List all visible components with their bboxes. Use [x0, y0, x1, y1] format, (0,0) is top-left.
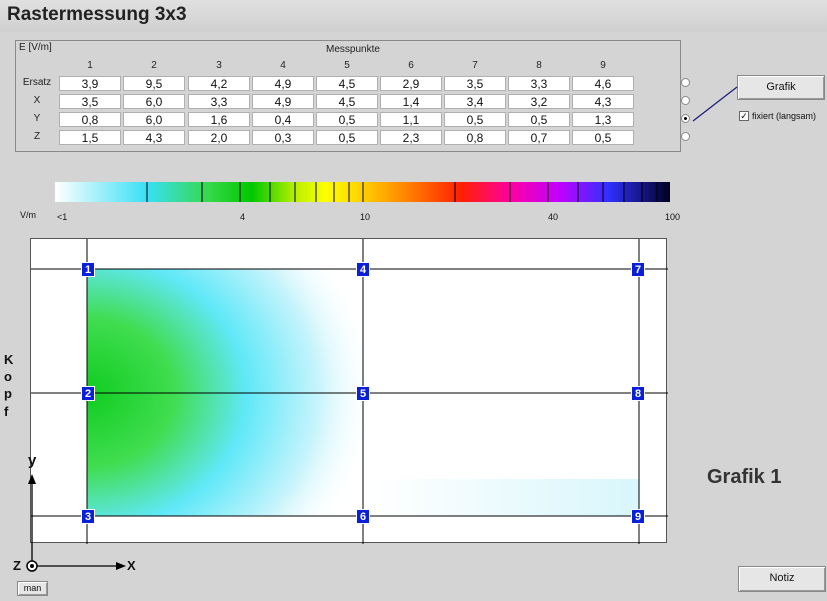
table-cell[interactable]: 6,0 — [123, 112, 185, 127]
column-header: 8 — [536, 60, 542, 71]
table-cell[interactable]: 0,4 — [252, 112, 314, 127]
marker-3: 3 — [81, 509, 95, 524]
table-cell[interactable]: 6,0 — [123, 94, 185, 109]
marker-4: 4 — [356, 262, 370, 277]
table-cell[interactable]: 1,6 — [188, 112, 250, 127]
scale-unit-label: V/m — [20, 210, 37, 220]
scale-label-min: <1 — [57, 212, 68, 222]
column-header: 7 — [472, 60, 478, 71]
table-cell[interactable]: 1,5 — [59, 130, 121, 145]
title-bar — [0, 0, 827, 32]
man-button[interactable]: man — [17, 581, 48, 596]
table-cell[interactable]: 4,5 — [316, 76, 378, 91]
grafik-label: Grafik 1 — [707, 466, 782, 488]
table-cell[interactable]: 4,2 — [188, 76, 250, 91]
scale-label-10: 10 — [360, 212, 371, 222]
axes-indicator — [26, 474, 126, 572]
table-cell[interactable]: 1,1 — [380, 112, 442, 127]
kopf-letter: f — [4, 404, 9, 419]
table-cell[interactable]: 2,3 — [380, 130, 442, 145]
table-cell[interactable]: 4,6 — [572, 76, 634, 91]
table-cell[interactable]: 9,5 — [123, 76, 185, 91]
table-cell[interactable]: 0,7 — [508, 130, 570, 145]
table-cell[interactable]: 1,4 — [380, 94, 442, 109]
marker-7: 7 — [631, 262, 645, 277]
table-cell[interactable]: 3,2 — [508, 94, 570, 109]
measurement-table: E [V/m] Messpunkte 1 2 3 4 5 6 7 8 9 Ersatz 3,9 9,… — [15, 40, 681, 152]
selection-connector-line — [692, 86, 738, 122]
table-cell[interactable]: 0,3 — [252, 130, 314, 145]
fixiert-label: fixiert (langsam) — [752, 111, 817, 121]
table-cell[interactable]: 0,5 — [444, 112, 506, 127]
table-cell[interactable]: 3,3 — [188, 94, 250, 109]
page-title: Rastermessung 3x3 — [7, 4, 187, 25]
row-label: X — [33, 95, 41, 106]
notiz-button[interactable]: Notiz — [738, 566, 826, 592]
unit-label: E [V/m] — [19, 42, 52, 53]
column-header: 5 — [344, 60, 350, 71]
marker-5: 5 — [356, 386, 370, 401]
column-header: 1 — [87, 60, 93, 71]
table-cell[interactable]: 3,5 — [59, 94, 121, 109]
row-select-radio[interactable] — [681, 132, 690, 141]
marker-1: 1 — [81, 262, 95, 277]
fixiert-checkbox[interactable]: ✓ — [739, 111, 749, 121]
table-cell[interactable]: 4,5 — [316, 94, 378, 109]
column-header: 9 — [600, 60, 606, 71]
marker-6: 6 — [356, 509, 370, 524]
column-header: 6 — [408, 60, 414, 71]
row-label: Y — [33, 113, 41, 124]
color-scale — [55, 182, 670, 202]
table-cell[interactable]: 2,0 — [188, 130, 250, 145]
row-select-radio[interactable] — [681, 78, 690, 87]
table-cell[interactable]: 4,9 — [252, 76, 314, 91]
column-header: 3 — [216, 60, 222, 71]
table-cell[interactable]: 1,3 — [572, 112, 634, 127]
table-cell[interactable]: 0,5 — [572, 130, 634, 145]
column-header: 2 — [151, 60, 157, 71]
scale-label-4: 4 — [240, 212, 246, 222]
table-cell[interactable]: 4,9 — [252, 94, 314, 109]
row-select-radio[interactable] — [681, 114, 690, 123]
marker-2: 2 — [81, 386, 95, 401]
marker-9: 9 — [631, 509, 645, 524]
kopf-letter: K — [4, 352, 14, 367]
scale-label-100: 100 — [665, 212, 681, 222]
table-cell[interactable]: 2,9 — [380, 76, 442, 91]
table-cell[interactable]: 3,3 — [508, 76, 570, 91]
kopf-letter: p — [4, 386, 12, 401]
messpunkte-label: Messpunkte — [326, 44, 380, 55]
field-plot: 1 2 3 4 5 6 7 8 9 — [30, 238, 668, 544]
table-cell[interactable]: 4,3 — [572, 94, 634, 109]
marker-8: 8 — [631, 386, 645, 401]
field-heatmap — [31, 239, 668, 544]
table-cell[interactable]: 3,9 — [59, 76, 121, 91]
row-label: Ersatz — [22, 77, 52, 88]
axis-y-label: y — [28, 452, 37, 469]
table-cell[interactable]: 0,5 — [508, 112, 570, 127]
axis-x-label: X — [127, 558, 136, 573]
row-select-radio[interactable] — [681, 96, 690, 105]
table-cell[interactable]: 0,8 — [59, 112, 121, 127]
table-cell[interactable]: 3,4 — [444, 94, 506, 109]
table-cell[interactable]: 4,3 — [123, 130, 185, 145]
row-label: Z — [33, 131, 41, 142]
table-cell[interactable]: 0,5 — [316, 112, 378, 127]
scale-label-40: 40 — [548, 212, 559, 222]
table-cell[interactable]: 0,8 — [444, 130, 506, 145]
grafik-button[interactable]: Grafik — [737, 75, 825, 100]
axis-z-label: Z — [13, 558, 21, 573]
table-cell[interactable]: 3,5 — [444, 76, 506, 91]
table-cell[interactable]: 0,5 — [316, 130, 378, 145]
kopf-letter: o — [4, 369, 12, 384]
column-header: 4 — [280, 60, 286, 71]
